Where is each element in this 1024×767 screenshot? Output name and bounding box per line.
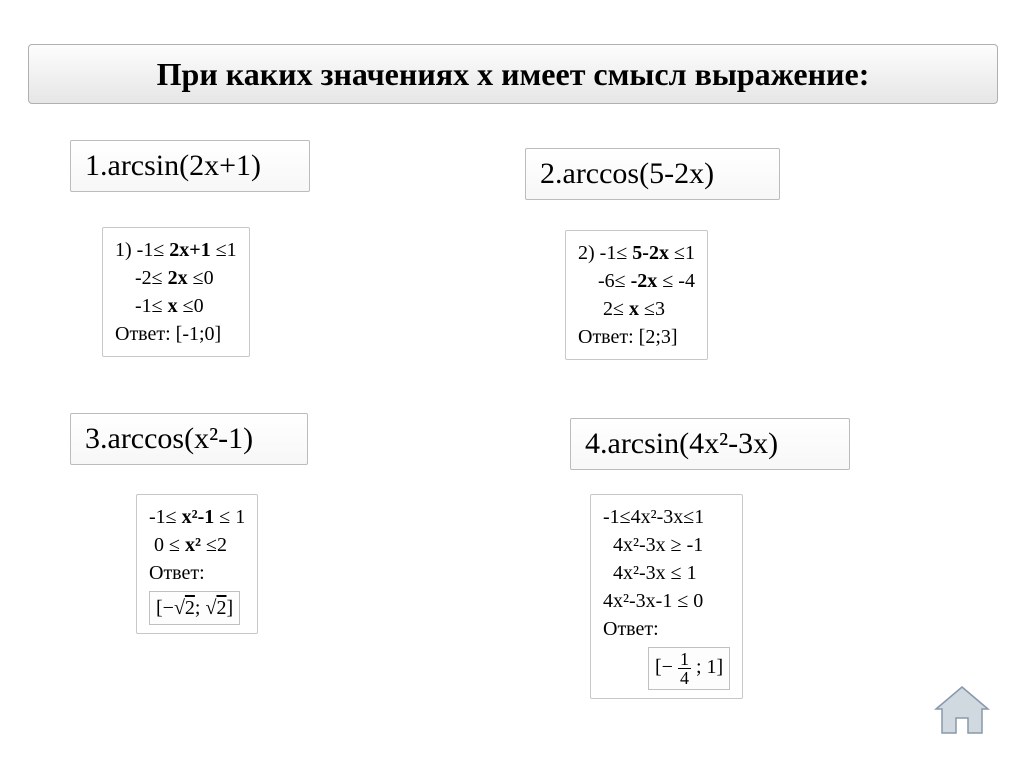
sol1-l2: -2≤ 2x ≤0 [115,267,214,289]
sol3-l2: 0 ≤ x² ≤2 [149,534,227,556]
sol3-l3: Ответ: [149,562,205,584]
sol2-l4: Ответ: [2;3] [578,326,678,348]
problem-2-label: 2.arccos(5-2x) [540,157,714,190]
solution-1-box: 1) -1≤ 2x+1 ≤1 -2≤ 2x ≤0 -1≤ x ≤0 Ответ:… [102,227,250,357]
sol4-l3: 4x²-3x ≤ 1 [603,562,697,584]
sol3-l1: -1≤ x²-1 ≤ 1 [149,506,245,528]
problem-3-box: 3.arccos(x²-1) [70,413,308,465]
sol4-l2: 4x²-3x ≥ -1 [603,534,703,556]
sol3-answer: [−√2; √2] [149,591,240,625]
solution-4-box: -1≤4x²-3x≤1 4x²-3x ≥ -1 4x²-3x ≤ 1 4x²-3… [590,494,743,699]
page-title: При каких значениях х имеет смысл выраже… [157,56,870,93]
sol1-l1: 1) -1≤ 2x+1 ≤1 [115,239,237,261]
problem-3-label: 3.arccos(x²-1) [85,422,253,455]
sol4-l5: Ответ: [603,618,659,640]
solution-2-box: 2) -1≤ 5-2x ≤1 -6≤ -2x ≤ -4 2≤ x ≤3 Отве… [565,230,708,360]
sol4-l4: 4x²-3x-1 ≤ 0 [603,590,703,612]
problem-4-box: 4.arcsin(4x²-3x) [570,418,850,470]
problem-4-label: 4.arcsin(4x²-3x) [585,427,778,460]
sol2-l2: -6≤ -2x ≤ -4 [578,270,695,292]
sol1-l4: Ответ: [-1;0] [115,323,221,345]
problem-1-label: 1.arcsin(2x+1) [85,149,261,182]
sol4-l1: -1≤4x²-3x≤1 [603,506,704,528]
sol4-answer: [− 14 ; 1] [648,647,730,690]
problem-1-box: 1.arcsin(2x+1) [70,140,310,192]
title-box: При каких значениях х имеет смысл выраже… [28,44,998,104]
sol2-l1: 2) -1≤ 5-2x ≤1 [578,242,695,264]
sol2-l3: 2≤ x ≤3 [578,298,665,320]
sol1-l3: -1≤ x ≤0 [115,295,204,317]
home-icon[interactable] [930,683,994,737]
problem-2-box: 2.arccos(5-2x) [525,148,780,200]
solution-3-box: -1≤ x²-1 ≤ 1 0 ≤ x² ≤2 Ответ: [−√2; √2] [136,494,258,634]
